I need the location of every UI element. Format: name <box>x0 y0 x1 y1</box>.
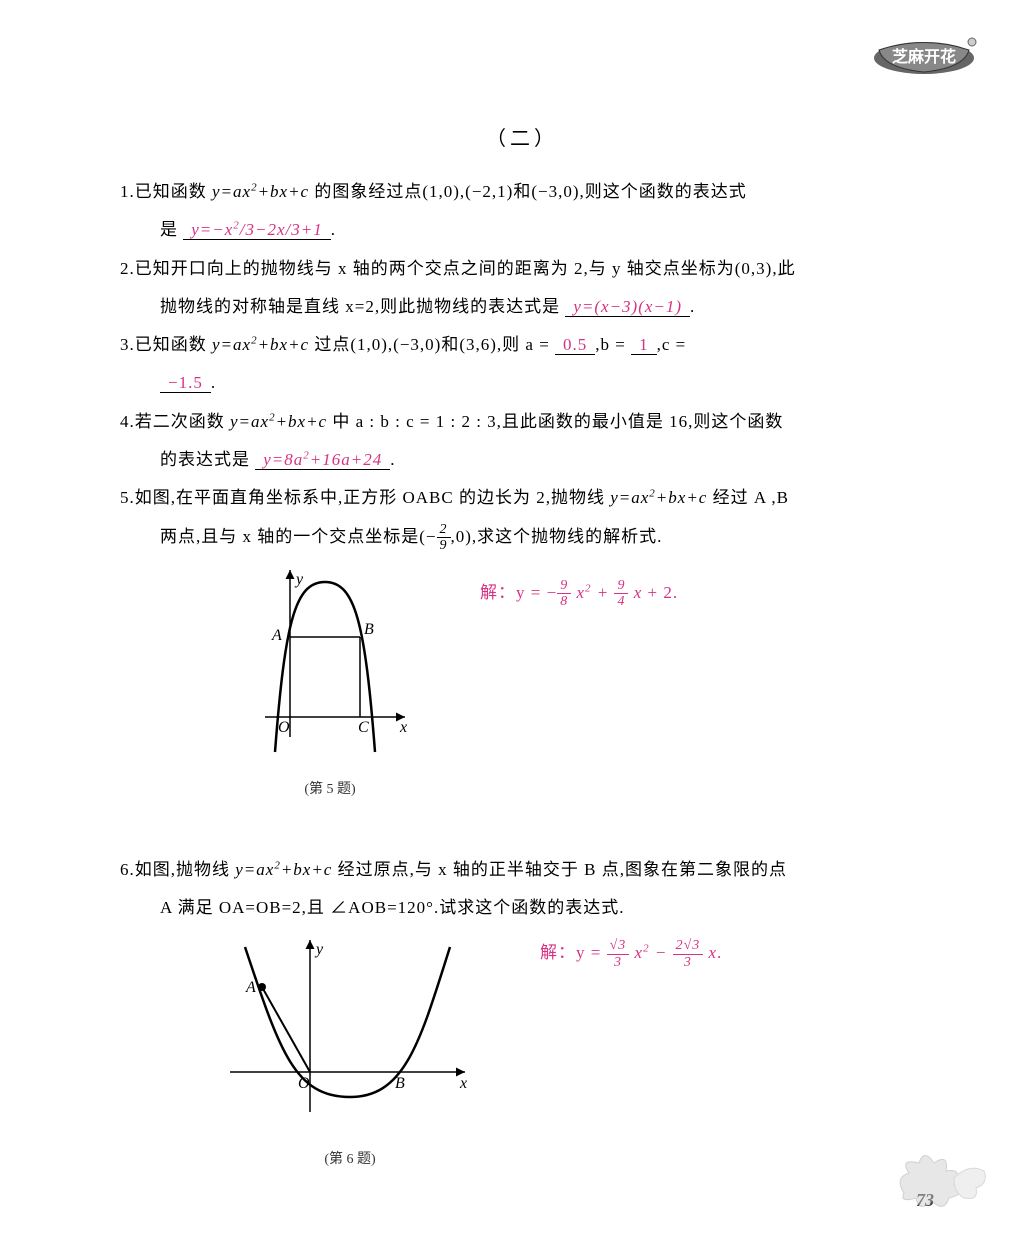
problem-num: 5. <box>120 488 135 507</box>
answer-blank: 1 <box>631 335 657 355</box>
text: ,c = <box>657 335 687 354</box>
problem-num: 6. <box>120 860 135 879</box>
svg-text:C: C <box>358 719 369 736</box>
problem-4-cont: 的表达式是 y=8a2+16a+24. <box>120 444 924 476</box>
answer-blank: y=(x−3)(x−1) <box>565 297 690 317</box>
problem-6-cont: A 满足 OA=OB=2,且 ∠AOB=120°.试求这个函数的表达式. <box>120 892 924 924</box>
text: 若二次函数 <box>135 412 230 431</box>
svg-text:O: O <box>278 719 290 736</box>
figure-6-row: y x O A B (第 6 题) 解：y = √33 x2 − 2√33 x. <box>120 932 924 1174</box>
formula: y=ax2+bx+c <box>235 860 332 879</box>
solution-5: 解：y = −98 x2 + 94 x + 2. <box>480 562 678 610</box>
problem-num: 1. <box>120 182 135 201</box>
svg-text:A: A <box>271 627 282 644</box>
formula: y=ax2+bx+c <box>610 488 707 507</box>
text: 已知开口向上的抛物线与 x 轴的两个交点之间的距离为 2,与 y 轴交点坐标为(… <box>135 259 796 278</box>
problem-3: 3.已知函数 y=ax2+bx+c 过点(1,0),(−3,0)和(3,6),则… <box>120 329 924 361</box>
problem-4: 4.若二次函数 y=ax2+bx+c 中 a : b : c = 1 : 2 :… <box>120 406 924 438</box>
problem-6: 6.如图,抛物线 y=ax2+bx+c 经过原点,与 x 轴的正半轴交于 B 点… <box>120 854 924 886</box>
problem-num: 2. <box>120 259 135 278</box>
figure-6: y x O A B (第 6 题) <box>220 932 480 1174</box>
text: 已知函数 <box>135 335 212 354</box>
solution-6: 解：y = √33 x2 − 2√33 x. <box>540 932 722 970</box>
text: 如图,在平面直角坐标系中,正方形 OABC 的边长为 2,抛物线 <box>135 488 610 507</box>
figure-5: y x O A B C (第 5 题) <box>240 562 420 804</box>
answer-blank: −1.5 <box>160 373 211 393</box>
problem-2-cont: 抛物线的对称轴是直线 x=2,则此抛物线的表达式是 y=(x−3)(x−1). <box>120 291 924 323</box>
page-content: （二） 1.已知函数 y=ax2+bx+c 的图象经过点(1,0),(−2,1)… <box>0 0 1024 1174</box>
answer-blank: 0.5 <box>555 335 595 355</box>
text: ,b = <box>595 335 626 354</box>
text: ,0),求这个抛物线的解析式. <box>451 527 663 546</box>
svg-text:芝麻开花: 芝麻开花 <box>892 47 956 66</box>
text: . <box>690 297 695 316</box>
svg-text:B: B <box>364 621 374 638</box>
problem-num: 3. <box>120 335 135 354</box>
svg-text:x: x <box>459 1075 467 1092</box>
text: 两点,且与 x 轴的一个交点坐标是(− <box>160 527 437 546</box>
problem-3-cont: −1.5. <box>120 367 924 399</box>
text: 经过原点,与 x 轴的正半轴交于 B 点,图象在第二象限的点 <box>332 860 787 879</box>
logo-bottom-right <box>884 1143 994 1234</box>
figure-label: (第 5 题) <box>240 777 420 804</box>
figure-5-row: y x O A B C (第 5 题) 解：y = −98 x2 + 94 x … <box>120 562 924 804</box>
problem-2: 2.已知开口向上的抛物线与 x 轴的两个交点之间的距离为 2,与 y 轴交点坐标… <box>120 253 924 285</box>
svg-text:y: y <box>314 941 324 958</box>
problem-5-cont: 两点,且与 x 轴的一个交点坐标是(−29,0),求这个抛物线的解析式. <box>120 521 924 554</box>
answer-blank: y=8a2+16a+24 <box>255 450 390 470</box>
answer-blank: y=−x2/3−2x/3+1 <box>183 220 330 240</box>
text: 中 a : b : c = 1 : 2 : 3,且此函数的最小值是 16,则这个… <box>327 412 783 431</box>
text: A 满足 OA=OB=2,且 ∠AOB=120°.试求这个函数的表达式. <box>160 898 624 917</box>
problem-1-cont: 是 y=−x2/3−2x/3+1. <box>120 214 924 246</box>
svg-text:A: A <box>245 979 256 996</box>
text: 的表达式是 <box>160 450 250 469</box>
text: 抛物线的对称轴是直线 x=2,则此抛物线的表达式是 <box>160 297 560 316</box>
formula: y=ax2+bx+c <box>212 182 309 201</box>
section-title: （二） <box>120 120 924 158</box>
text: . <box>331 220 336 239</box>
problem-1: 1.已知函数 y=ax2+bx+c 的图象经过点(1,0),(−2,1)和(−3… <box>120 176 924 208</box>
text: 的图象经过点(1,0),(−2,1)和(−3,0),则这个函数的表达式 <box>309 182 747 201</box>
formula: y=ax2+bx+c <box>230 412 327 431</box>
text: 经过 A ,B <box>707 488 789 507</box>
text: . <box>211 373 216 392</box>
text: 已知函数 <box>135 182 212 201</box>
logo-top-right: 芝麻开花 <box>864 30 984 91</box>
text: 如图,抛物线 <box>135 860 236 879</box>
problem-5: 5.如图,在平面直角坐标系中,正方形 OABC 的边长为 2,抛物线 y=ax2… <box>120 482 924 514</box>
figure-label: (第 6 题) <box>220 1147 480 1174</box>
text: . <box>390 450 395 469</box>
text: 是 <box>160 220 178 239</box>
text: 过点(1,0),(−3,0)和(3,6),则 a = <box>309 335 550 354</box>
formula: y=ax2+bx+c <box>212 335 309 354</box>
svg-text:O: O <box>298 1075 310 1092</box>
svg-text:y: y <box>294 571 304 588</box>
svg-text:x: x <box>399 719 407 736</box>
svg-text:B: B <box>395 1075 405 1092</box>
problem-num: 4. <box>120 412 135 431</box>
